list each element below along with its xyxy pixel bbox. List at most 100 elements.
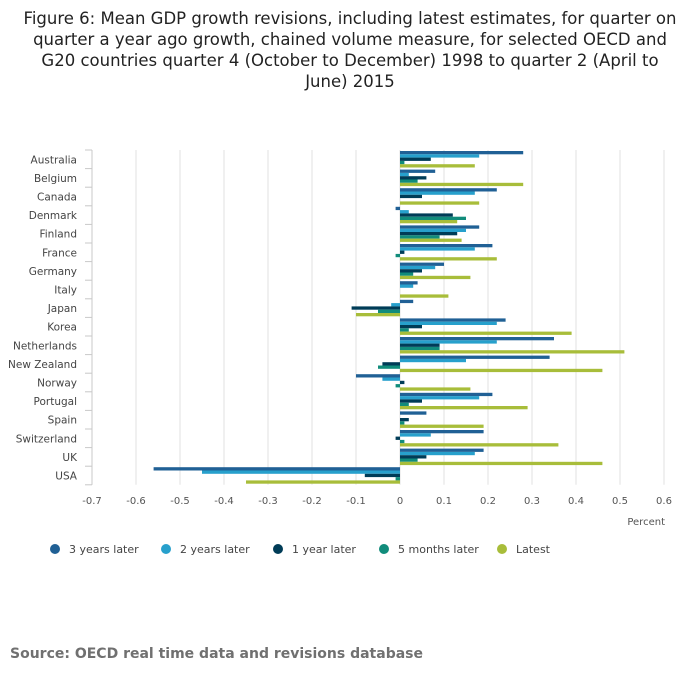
x-tick-label: -0.1 [346,496,366,507]
category-label: France [42,247,77,259]
bar-latest [400,350,625,354]
bar-1-year-later [364,473,400,478]
bar-latest [400,294,449,298]
bar-5-months-later [400,346,440,351]
bar-2-years-later [400,154,480,158]
legend-label: 1 year later [292,543,356,556]
bar-1-year-later [400,194,422,199]
bar-2-years-later [400,340,497,344]
legend-marker [379,544,389,554]
legend-label: 3 years later [69,543,139,556]
bar-2-years-later [202,470,400,474]
category-label: UK [62,452,78,464]
bar-5-months-later [400,458,418,462]
bar-5-months-later [378,365,400,369]
bar-latest [400,238,462,242]
bar-1-year-later [400,250,405,254]
bar-latest [400,257,497,261]
chart-title: Figure 6: Mean GDP growth revisions, inc… [23,9,677,91]
bar-1-year-later [395,436,400,440]
bar-2-years-later [400,191,475,195]
category-label: New Zealand [8,359,77,371]
bar-3-years-later [400,448,484,452]
bar-5-months-later [395,384,400,388]
bar-1-year-later [400,232,458,236]
category-label: Finland [39,229,77,241]
category-label: Belgium [34,173,77,185]
x-tick-label: -0.3 [258,496,278,507]
bar-1-year-later [400,269,422,273]
category-label: Portugal [34,396,78,408]
bar-latest [356,313,400,317]
bar-latest [400,201,480,205]
bar-latest [400,220,458,224]
bar-latest [400,368,603,373]
bar-latest [400,182,524,187]
bar-1-year-later [382,362,400,366]
legend-marker [497,544,507,554]
category-label: Denmark [29,210,78,222]
bar-2-years-later [400,284,414,288]
category-label: Australia [31,154,77,166]
bar-3-years-later [400,392,493,397]
bar-5-months-later [400,160,405,165]
bar-latest [400,406,528,410]
x-tick-label: 0.5 [612,496,628,507]
bar-3-years-later [400,281,418,285]
category-label: Japan [47,303,77,315]
bar-1-year-later [351,306,400,310]
legend-marker [161,544,171,554]
bar-3-years-later [400,225,480,229]
category-label: Netherlands [13,340,77,352]
legend-marker [273,544,283,554]
bar-3-years-later [400,169,436,173]
legend-label: Latest [516,543,551,556]
x-tick-label: 0.3 [524,496,540,507]
bar-2-years-later [400,321,497,325]
bar-3-years-later [400,430,484,434]
category-label: Korea [47,322,77,334]
bar-2-years-later [391,303,400,307]
bar-latest [400,424,484,428]
bar-3-years-later [400,411,427,415]
category-label: Norway [37,378,77,390]
bar-5-months-later [400,235,440,239]
bar-5-months-later [400,216,466,220]
bar-5-months-later [400,402,409,406]
bar-3-years-later [400,244,493,248]
x-tick-label: -0.6 [126,496,146,507]
bar-2-years-later [400,210,409,214]
category-label: Canada [37,192,77,204]
bar-2-years-later [400,396,480,400]
bar-3-years-later [395,206,400,211]
x-tick-label: 0.6 [656,496,672,507]
bar-latest [400,443,559,447]
bar-latest [400,331,572,335]
category-label: USA [55,471,78,483]
x-tick-label: -0.2 [302,496,322,507]
legend-label: 5 months later [398,543,479,556]
bar-latest [400,461,603,466]
bar-1-year-later [400,380,405,385]
bar-5-months-later [400,439,405,444]
bar-5-months-later [395,477,400,481]
bar-5-months-later [378,309,400,313]
bar-5-months-later [400,272,414,276]
bar-5-months-later [400,328,409,332]
bar-5-months-later [395,253,400,258]
bar-latest [400,387,471,391]
bar-5-months-later [400,421,405,425]
x-tick-label: -0.5 [170,496,190,507]
bar-1-year-later [400,176,427,180]
category-label: Switzerland [16,433,77,445]
bar-1-year-later [400,399,422,403]
bar-3-years-later [400,262,444,266]
bar-2-years-later [400,172,409,177]
bar-3-years-later [400,355,550,359]
category-label: Germany [29,266,77,278]
bar-1-year-later [400,157,431,161]
legend-marker [50,544,60,554]
bar-3-years-later [153,467,400,471]
